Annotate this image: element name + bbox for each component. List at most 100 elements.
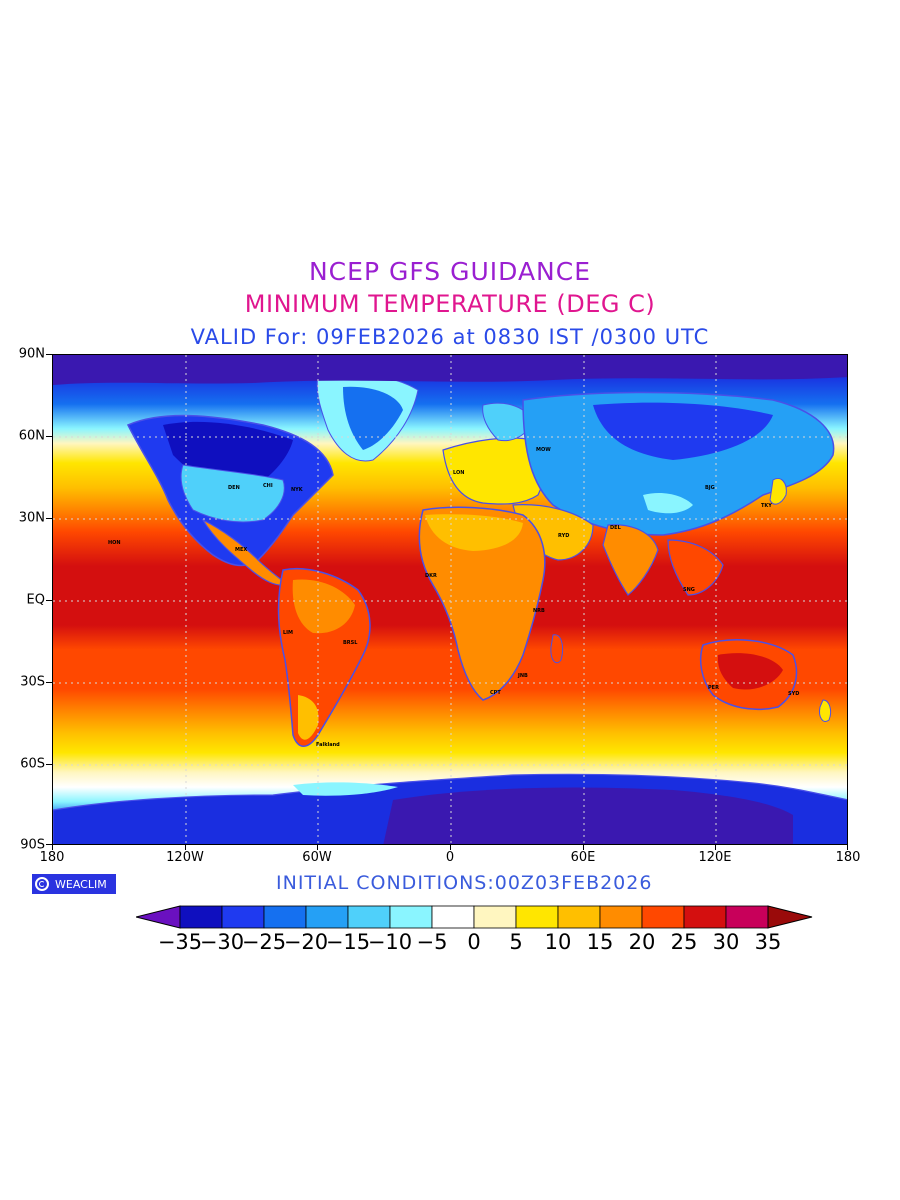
arctic-cap — [53, 355, 847, 385]
colorbar-bin — [305, 905, 349, 929]
lon-tick — [52, 845, 53, 850]
colorbar-bin — [347, 905, 391, 929]
colorbar-label: −25 — [241, 930, 287, 954]
usa-land — [180, 464, 285, 523]
lat-tick — [46, 682, 52, 683]
lat-tick — [46, 600, 52, 601]
city-label: BRSL — [343, 640, 358, 646]
map-subtitle: MINIMUM TEMPERATURE (DEG C) — [244, 290, 656, 318]
lat-label-60s: 60S — [20, 756, 45, 772]
colorbar-bin — [221, 905, 265, 929]
lon-label-180w: 180 — [39, 850, 65, 865]
logo-text: WEACLIM — [55, 877, 107, 891]
lat-label-eq: EQ — [26, 592, 45, 608]
colorbar-bin — [683, 905, 727, 929]
tibet-cold — [643, 493, 693, 514]
lon-tick — [715, 845, 716, 850]
lat-label-30n: 30N — [18, 510, 45, 526]
colorbar-bin — [557, 905, 601, 929]
colorbar-label: −10 — [367, 930, 413, 954]
lon-tick — [317, 845, 318, 850]
southeast-asia-land — [667, 539, 724, 596]
colorbar-label: −20 — [283, 930, 329, 954]
city-label: CHI — [263, 483, 273, 489]
city-label: NYK — [291, 487, 303, 493]
graticule — [53, 355, 847, 844]
colorbar-bin — [641, 905, 685, 929]
colorbar-bin — [473, 905, 517, 929]
city-label: PER — [708, 685, 719, 691]
city-label: JNB — [518, 673, 528, 679]
lon-tick — [185, 845, 186, 850]
colorbar-label: 25 — [670, 930, 698, 954]
lat-label-90s: 90S — [20, 837, 45, 853]
colorbar-over-arrow — [767, 905, 813, 929]
colorbar-bin — [263, 905, 307, 929]
city-label: MOW — [536, 447, 551, 453]
lon-label-0: 0 — [445, 850, 455, 865]
colorbar-label: 10 — [544, 930, 572, 954]
madagascar-land — [550, 634, 564, 664]
city-label: RYD — [558, 533, 570, 539]
city-label: TKY — [761, 503, 772, 509]
initial-conditions: INITIAL CONDITIONS:00Z03FEB2026 — [276, 872, 653, 894]
lon-label-120e: 120E — [698, 850, 732, 865]
temperature-map: NYK CHI DEN MEX LIM BRSL CPT NRB MOW DEL BJG TKY SYD… — [52, 354, 848, 845]
colorbar-label: 15 — [586, 930, 614, 954]
city-label: DEL — [610, 525, 621, 531]
city-label: SYD — [788, 691, 800, 697]
lat-tick — [46, 354, 52, 355]
city-label: Falkland — [316, 742, 340, 748]
lat-label-60n: 60N — [18, 428, 45, 444]
city-label: BJG — [705, 485, 715, 491]
lon-label-120w: 120W — [166, 850, 204, 865]
logo-circle-icon — [35, 877, 49, 891]
australia-core — [717, 653, 783, 690]
antarctica-interior — [383, 787, 793, 844]
sahara-region — [425, 514, 523, 551]
colorbar-bin — [515, 905, 559, 929]
city-label: MEX — [235, 547, 248, 553]
lon-tick — [450, 845, 451, 850]
city-label: DEN — [228, 485, 240, 491]
colorbar-label: −35 — [157, 930, 203, 954]
colorbar-label: −5 — [416, 930, 448, 954]
colorbar-label: 20 — [628, 930, 656, 954]
colorbar-bin — [599, 905, 643, 929]
colorbar-label: 5 — [509, 930, 523, 954]
lon-label-180e: 180 — [835, 850, 861, 865]
colorbar-label: 35 — [754, 930, 782, 954]
colorbar-label: 0 — [467, 930, 481, 954]
india-land — [602, 524, 659, 596]
colorbar-bin — [179, 905, 223, 929]
japan-land — [769, 478, 787, 505]
city-label: LIM — [283, 630, 294, 636]
colorbar-bin — [725, 905, 769, 929]
city-label: CPT — [490, 690, 501, 696]
valid-time: VALID For: 09FEB2026 at 0830 IST /0300 U… — [190, 325, 710, 349]
africa-land — [418, 506, 546, 701]
lon-tick — [583, 845, 584, 850]
colorbar-under-arrow — [136, 905, 181, 929]
map-title: NCEP GFS GUIDANCE — [308, 257, 591, 286]
antarctic-coast-ice — [293, 782, 398, 796]
lat-tick — [46, 518, 52, 519]
city-labels-layer: NYK CHI DEN MEX LIM BRSL CPT NRB MOW DEL BJG TKY SYD… — [53, 355, 847, 844]
new-zealand-land — [819, 699, 832, 722]
lat-tick — [46, 436, 52, 437]
weaclim-logo[interactable]: WEACLIM — [32, 874, 116, 894]
city-label: NRB — [533, 608, 545, 614]
lat-label-30s: 30S — [20, 674, 45, 690]
greenland-core — [343, 386, 403, 450]
city-label: HON — [108, 540, 121, 546]
city-label: LON — [453, 470, 465, 476]
patagonia-region — [298, 695, 319, 740]
colorbar-label: 30 — [712, 930, 740, 954]
lon-label-60e: 60E — [570, 850, 596, 865]
colorbar-bin — [389, 905, 433, 929]
colorbar-label: −15 — [325, 930, 371, 954]
city-label: DKR — [425, 573, 437, 579]
colorbar-bin — [431, 905, 475, 929]
lon-label-60w: 60W — [302, 850, 332, 865]
siberia-cold-core — [593, 402, 773, 460]
